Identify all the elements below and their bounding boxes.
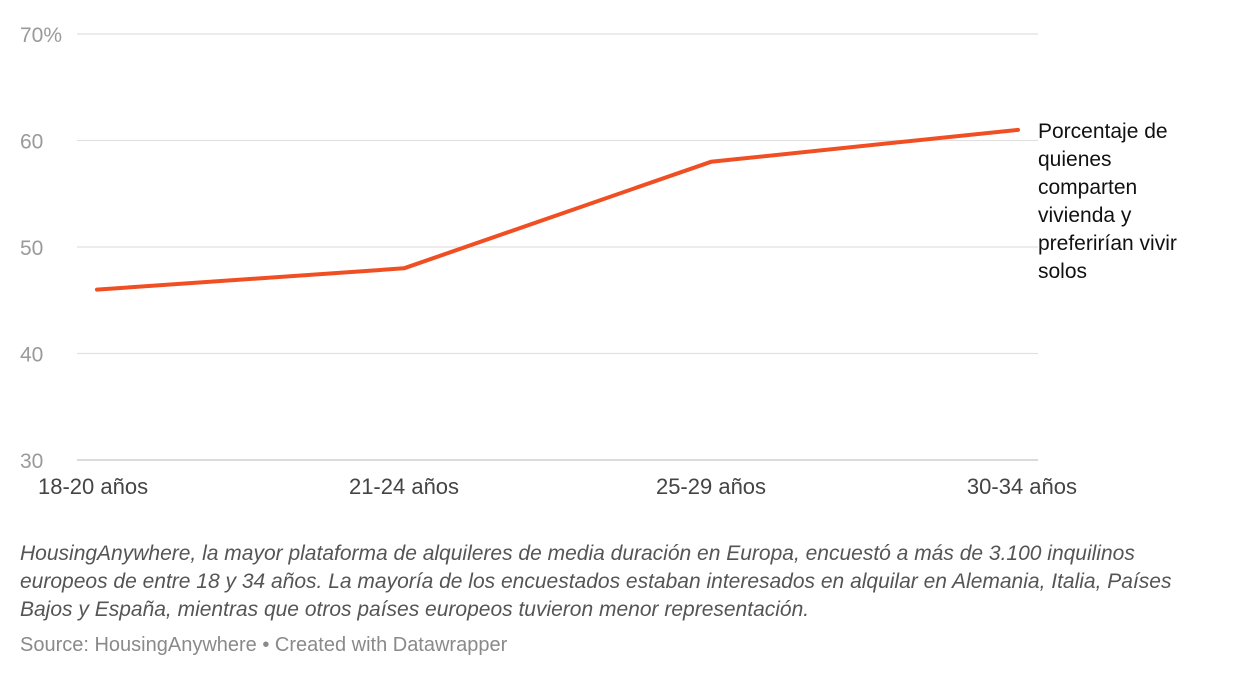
- source-credit: Source: HousingAnywhere • Created with D…: [20, 634, 508, 656]
- x-tick-label: 25-29 años: [656, 474, 766, 499]
- y-tick-label: 50: [20, 237, 43, 260]
- x-tick-label: 30-34 años: [967, 474, 1077, 499]
- line-chart: 30 40 50 60 70% 18-20 años 21-24 años 25-29 añ…: [20, 24, 1177, 499]
- x-axis-ticks: 18-20 años 21-24 años 25-29 años 30-34 años: [38, 474, 1077, 499]
- chart-notes: HousingAnywhere, la mayor plataforma de …: [20, 542, 1172, 621]
- y-tick-label: 70%: [20, 24, 62, 47]
- x-tick-label: 21-24 años: [349, 474, 459, 499]
- series-line: [95, 127, 1020, 292]
- x-tick-label: 18-20 años: [38, 474, 148, 499]
- gridlines: [77, 33, 1038, 461]
- y-axis-ticks: 30 40 50 60 70%: [20, 24, 62, 473]
- y-tick-label: 30: [20, 450, 43, 473]
- y-tick-label: 40: [20, 344, 43, 367]
- y-tick-label: 60: [20, 131, 43, 154]
